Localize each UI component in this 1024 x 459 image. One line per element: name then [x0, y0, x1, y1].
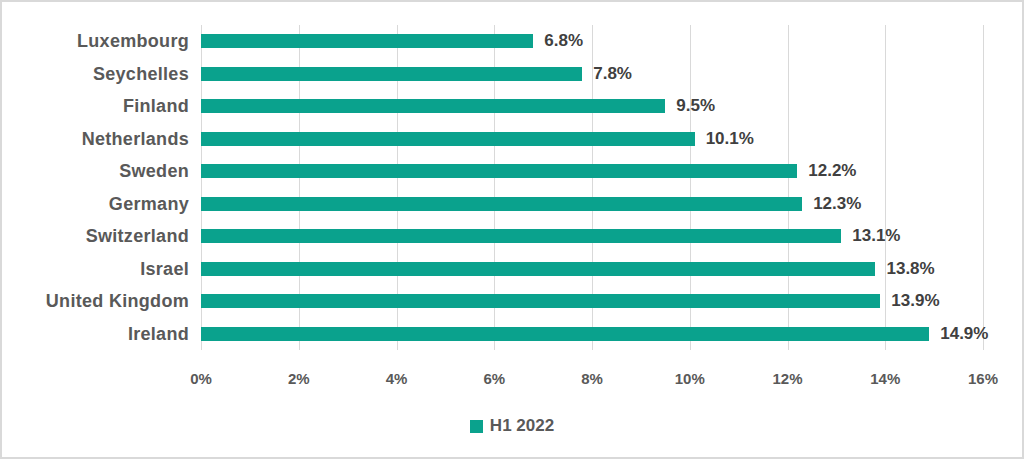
category-label-switzerland: Switzerland	[86, 226, 189, 246]
data-label: 14.9%	[940, 327, 988, 341]
x-tick-label: 10%	[655, 370, 725, 387]
x-tick-label: 12%	[753, 370, 823, 387]
data-label: 7.8%	[593, 67, 632, 81]
category-label-luxembourg: Luxembourg	[77, 31, 189, 51]
x-tick-label: 14%	[850, 370, 920, 387]
data-label: 6.8%	[544, 34, 583, 48]
legend-marker-icon	[470, 420, 483, 433]
category-label-germany: Germany	[109, 194, 189, 214]
data-label: 9.5%	[676, 99, 715, 113]
bar-finland	[201, 99, 665, 113]
bar-israel	[201, 262, 875, 276]
bar-sweden	[201, 164, 797, 178]
x-tick-label: 16%	[948, 370, 1018, 387]
category-label-netherlands: Netherlands	[82, 129, 189, 149]
x-tick-label: 6%	[459, 370, 529, 387]
category-label-sweden: Sweden	[119, 161, 189, 181]
bar-switzerland	[201, 229, 841, 243]
x-tick-label: 2%	[264, 370, 334, 387]
data-label: 13.1%	[852, 229, 900, 243]
bar-netherlands	[201, 132, 695, 146]
category-label-seychelles: Seychelles	[93, 64, 189, 84]
bar-united-kingdom	[201, 294, 880, 308]
plot-area: 6.8% 7.8% 9.5% 10.1% 12.2% 12.3% 13.1% 13.8% 13.…	[201, 25, 983, 350]
category-label-finland: Finland	[123, 96, 189, 116]
bar-seychelles	[201, 67, 582, 81]
x-tick-label: 8%	[557, 370, 627, 387]
legend: H1 2022	[2, 416, 1022, 436]
bar-luxembourg	[201, 34, 533, 48]
bar-ireland	[201, 327, 929, 341]
category-label-ireland: Ireland	[128, 324, 189, 344]
gridline	[983, 25, 984, 350]
data-label: 12.3%	[813, 197, 861, 211]
data-label: 10.1%	[706, 132, 754, 146]
data-label: 13.9%	[891, 294, 939, 308]
x-tick-label: 4%	[362, 370, 432, 387]
x-tick-label: 0%	[166, 370, 236, 387]
bar-germany	[201, 197, 802, 211]
gridline	[885, 25, 886, 350]
data-label: 13.8%	[886, 262, 934, 276]
category-label-united-kingdom: United Kingdom	[46, 291, 189, 311]
legend-label: H1 2022	[490, 416, 554, 436]
bar-chart-figure: 6.8% 7.8% 9.5% 10.1% 12.2% 12.3% 13.1% 13.8% 13.…	[0, 0, 1024, 459]
data-label: 12.2%	[808, 164, 856, 178]
category-label-israel: Israel	[140, 259, 189, 279]
